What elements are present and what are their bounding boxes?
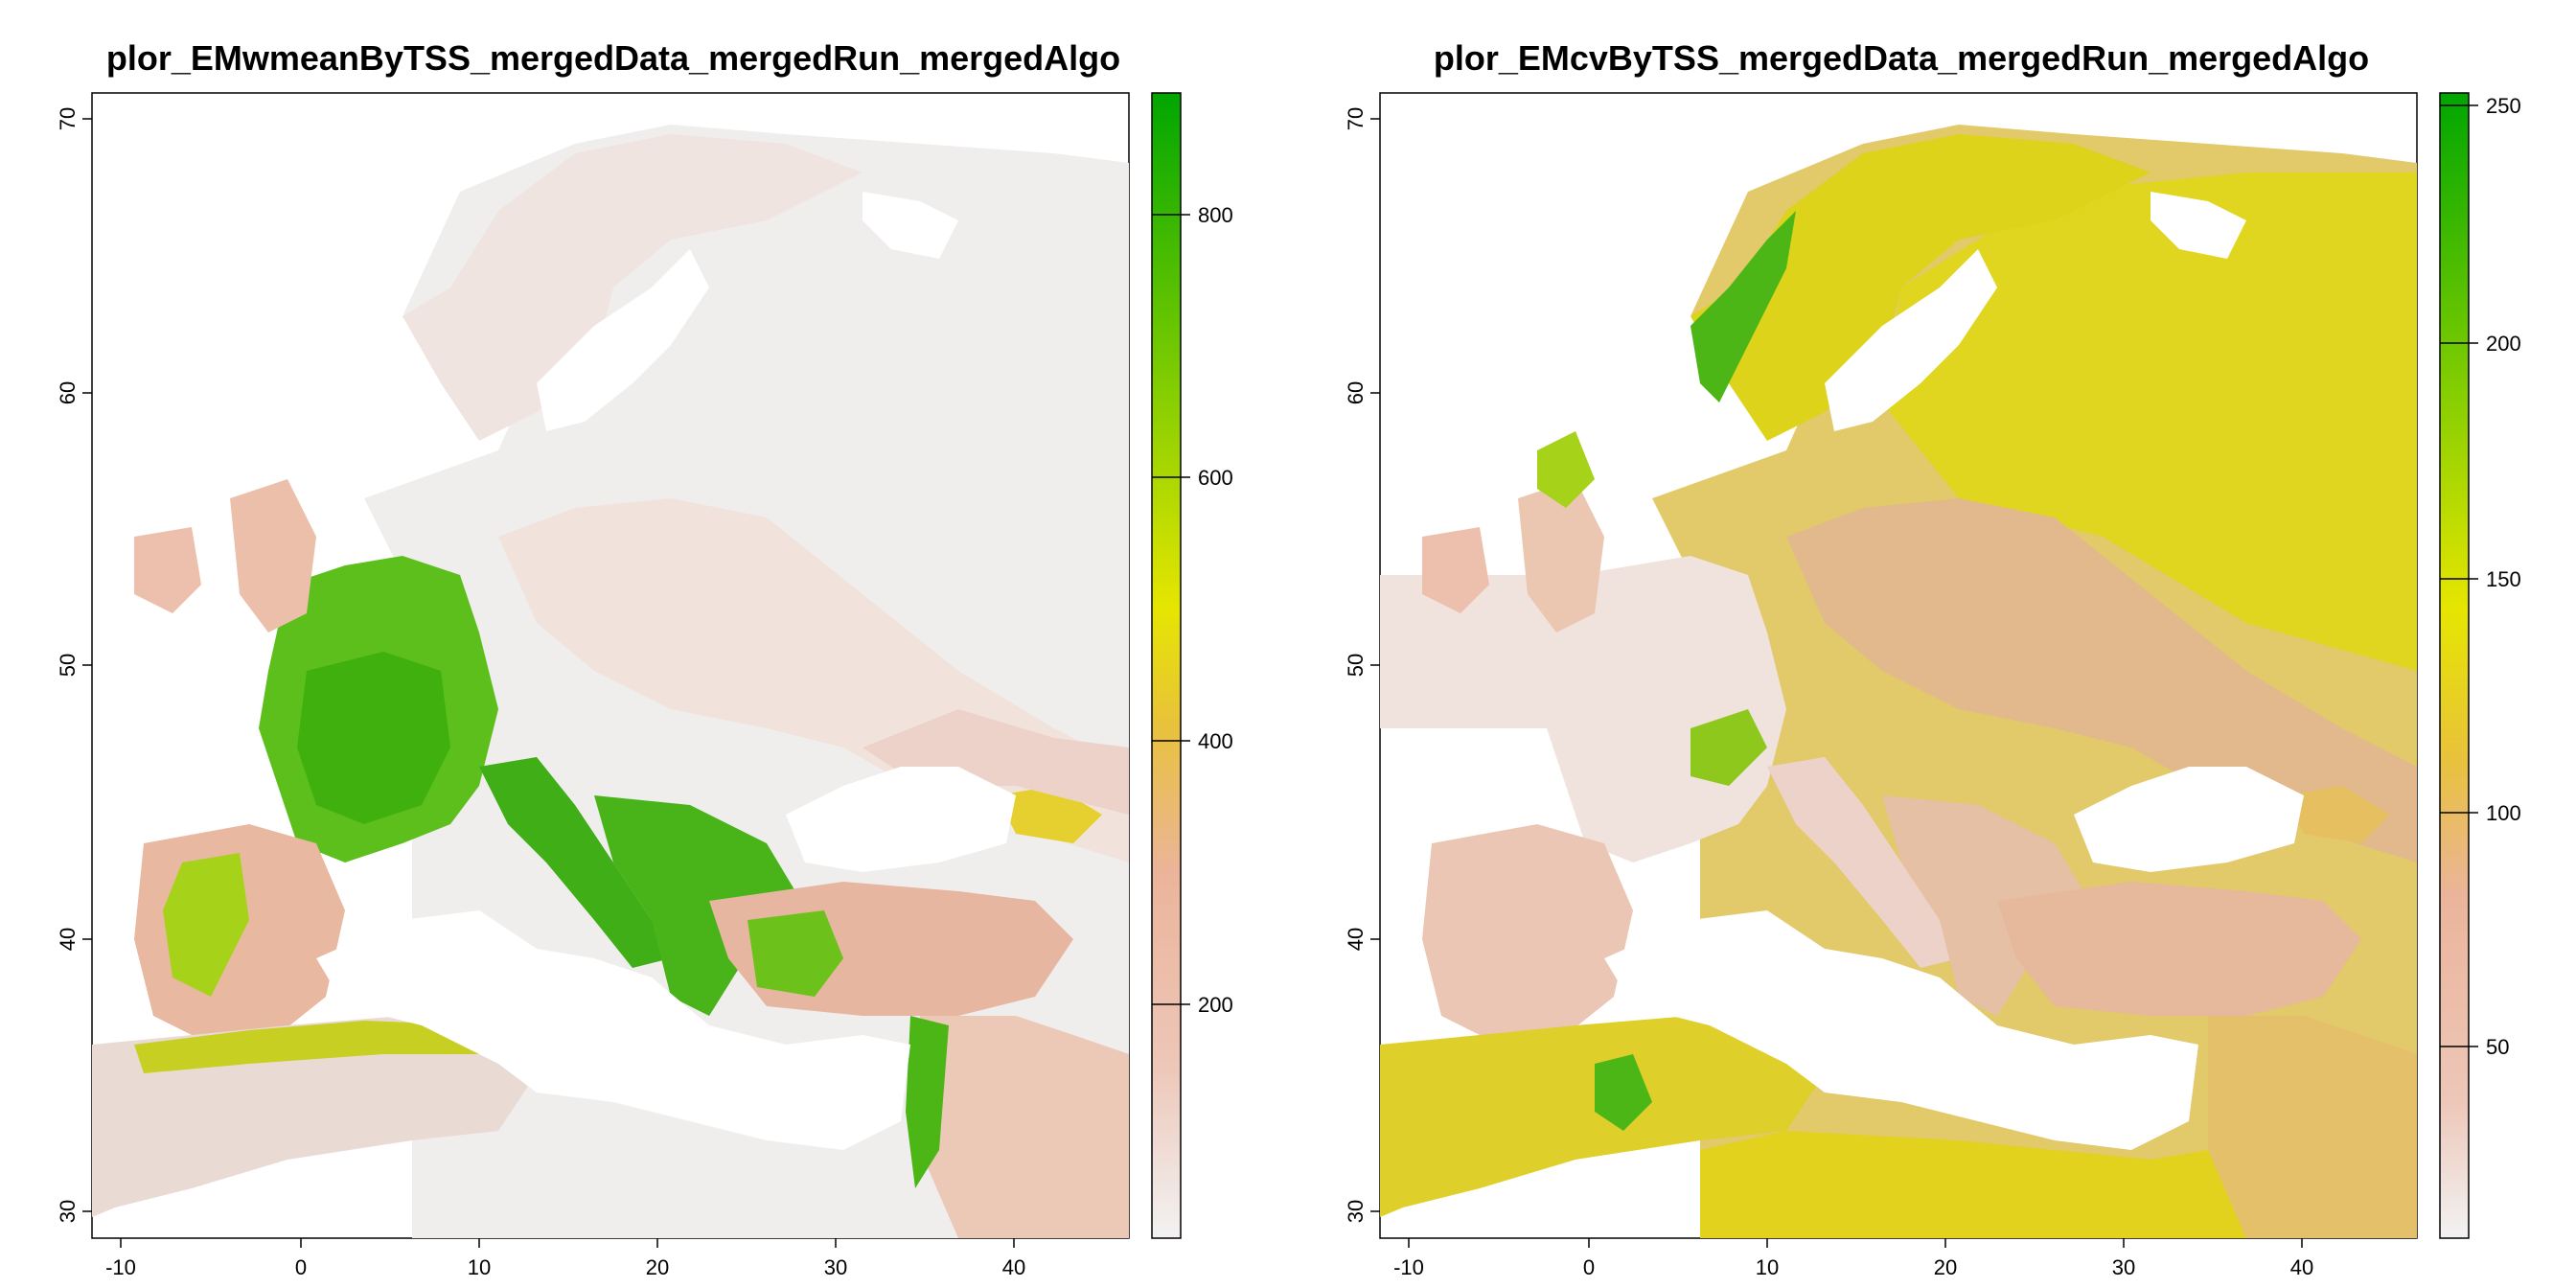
atlas-green (1595, 1054, 1652, 1131)
legend-tick-label: 150 (2486, 567, 2521, 591)
x-tick-label: 20 (646, 1255, 669, 1279)
x-tick-label: 40 (2290, 1255, 2313, 1279)
map-figure-cv: -10 0 10 20 30 40 30 40 50 60 70 50 (1344, 92, 2521, 1279)
british-isles (1518, 479, 1604, 632)
scotland-green (1537, 431, 1595, 508)
baltic-sea (537, 249, 709, 431)
y-tick-label: 50 (56, 654, 80, 677)
y-tick-label: 30 (56, 1200, 80, 1223)
scandinavia (1690, 134, 2150, 441)
legend-tick-label: 250 (2486, 94, 2521, 118)
white-sea (862, 192, 958, 259)
middle-east (2208, 1016, 2417, 1238)
color-legend: 200 400 600 800 (1151, 92, 1233, 1239)
mediterranean-sea (1604, 910, 2198, 1150)
legend-bar (2439, 92, 2470, 1239)
map-raster (1380, 125, 2417, 1238)
iberia (1422, 824, 1633, 1045)
x-tick-label: 30 (824, 1255, 847, 1279)
italy (1767, 757, 1959, 968)
y-axis: 30 40 50 60 70 (1344, 107, 1380, 1223)
eastern-europe (1786, 498, 2417, 862)
norway-green (1690, 211, 1796, 402)
mediterranean-sea (316, 910, 910, 1150)
y-tick-label: 70 (1344, 107, 1368, 130)
sahara-east (1700, 1131, 2246, 1238)
anatolia-green (748, 910, 843, 997)
ireland (1422, 527, 1489, 613)
x-tick-label: 0 (295, 1255, 307, 1279)
x-tick-label: 10 (1756, 1255, 1779, 1279)
british-isles (230, 479, 316, 632)
legend-tick-label: 200 (2486, 332, 2521, 356)
y-tick-label: 50 (1344, 654, 1368, 677)
y-axis: 30 40 50 60 70 (56, 107, 92, 1223)
balkans (594, 795, 795, 1016)
balkans (1882, 795, 2083, 1016)
y-tick-label: 70 (56, 107, 80, 130)
white-sea (2150, 192, 2246, 259)
y-tick-label: 60 (56, 381, 80, 404)
baltic-sea (1825, 249, 1997, 431)
map-panel-cv: plor_EMcvByTSS_mergedData_mergedRun_merg… (1288, 0, 2576, 1288)
legend-tick-label: 100 (2486, 801, 2521, 825)
map-figure-wmean: -10 0 10 20 30 40 30 40 50 60 70 200 (56, 92, 1233, 1279)
legend-tick-label: 800 (1198, 203, 1233, 227)
x-axis: -10 0 10 20 30 40 (1393, 1238, 2313, 1279)
legend-bar (1151, 92, 1182, 1239)
ireland (134, 527, 201, 613)
x-tick-label: 10 (468, 1255, 491, 1279)
legend-tick-label: 400 (1198, 729, 1233, 753)
y-tick-label: 30 (1344, 1200, 1368, 1223)
scandinavia (402, 134, 862, 441)
legend-tick-label: 600 (1198, 466, 1233, 490)
alps-green (1690, 709, 1767, 786)
russia-south (862, 709, 1129, 815)
levant-green (906, 1016, 949, 1188)
map-title: plor_EMwmeanByTSS_mergedData_mergedRun_m… (105, 38, 1121, 78)
iberia-green (163, 853, 249, 997)
x-tick-label: -10 (1393, 1255, 1424, 1279)
x-tick-label: 20 (1934, 1255, 1957, 1279)
color-legend: 50 100 150 200 250 (2439, 92, 2521, 1239)
map-title: plor_EMcvByTSS_mergedData_mergedRun_merg… (1433, 38, 2370, 78)
russia (1882, 172, 2417, 671)
north-africa-coast (134, 1021, 498, 1073)
x-tick-label: 30 (2112, 1255, 2135, 1279)
map-raster (92, 125, 1129, 1238)
greece-turkey (1997, 882, 2361, 1016)
x-axis: -10 0 10 20 30 40 (105, 1238, 1025, 1279)
y-tick-label: 60 (1344, 381, 1368, 404)
black-sea (2074, 767, 2304, 872)
middle-east (920, 1016, 1129, 1238)
caucasus (2285, 786, 2390, 843)
map-panel-wmean: plor_EMwmeanByTSS_mergedData_mergedRun_m… (56, 38, 1233, 1279)
italy (479, 757, 671, 968)
france-core (297, 652, 450, 824)
legend-tick-label: 50 (2486, 1035, 2509, 1059)
x-tick-label: -10 (105, 1255, 136, 1279)
x-tick-label: 0 (1583, 1255, 1595, 1279)
y-tick-label: 40 (56, 928, 80, 951)
black-sea (786, 767, 1016, 872)
y-tick-label: 40 (1344, 928, 1368, 951)
legend-tick-label: 200 (1198, 993, 1233, 1017)
x-tick-label: 40 (1002, 1255, 1025, 1279)
western-europe (1380, 556, 1786, 862)
